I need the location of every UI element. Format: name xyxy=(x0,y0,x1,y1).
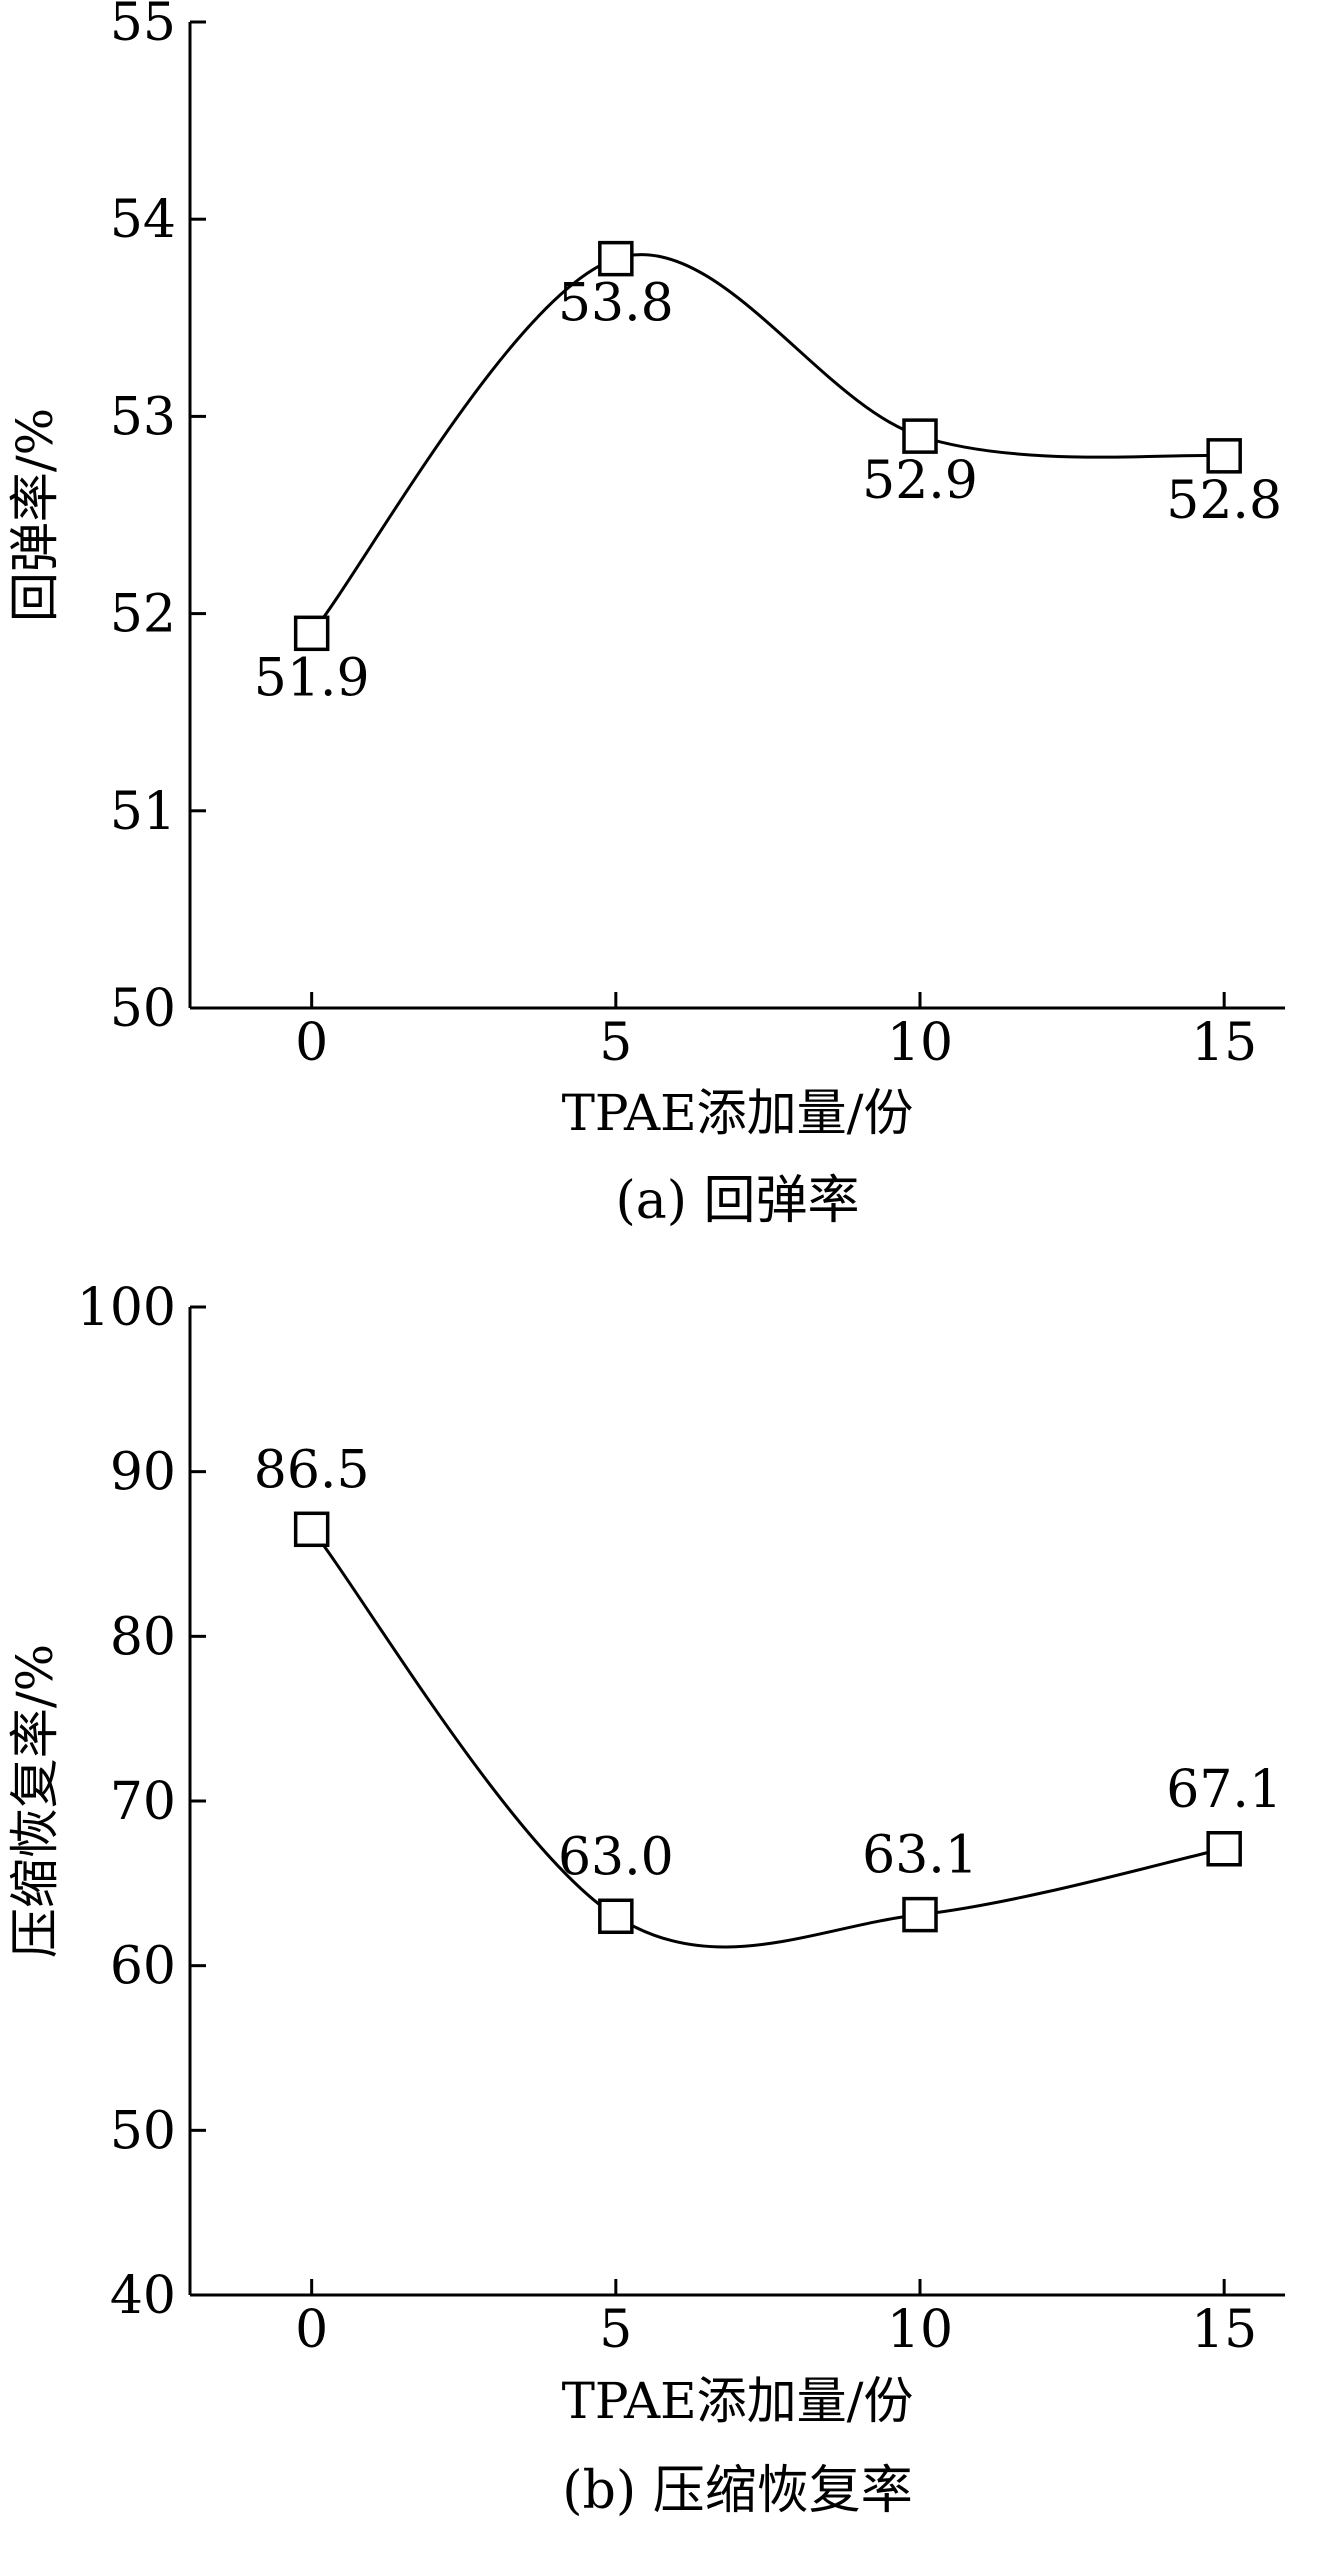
x-tick-label: 10 xyxy=(887,2300,953,2360)
x-axis-title: TPAE添加量/份 xyxy=(562,1084,914,1142)
data-point-marker xyxy=(598,1898,634,1935)
y-tick-label: 40 xyxy=(110,2266,176,2326)
data-point-marker xyxy=(293,615,330,652)
data-point-marker xyxy=(902,1896,938,1933)
x-axis-title: TPAE添加量/份 xyxy=(562,2372,914,2430)
data-label: 86.5 xyxy=(254,1440,370,1500)
data-label: 63.0 xyxy=(558,1827,674,1887)
data-point-marker xyxy=(902,418,938,454)
x-tick-label: 0 xyxy=(295,1013,328,1073)
data-label: 52.9 xyxy=(862,451,978,511)
y-tick-label: 60 xyxy=(110,1937,176,1997)
data-point-marker xyxy=(293,1511,330,1548)
data-point-marker xyxy=(598,240,634,277)
chart-caption: (b) 压缩恢复率 xyxy=(562,2461,912,2521)
chart-a-resilience: 50 51 52 53 54 55 0 5 10 15 TPAE添加量/份 回弹率/% (a) 回弹率 5… xyxy=(6,0,1285,1231)
y-tick-label: 53 xyxy=(110,387,176,447)
data-label: 63.1 xyxy=(862,1826,978,1886)
y-tick-label: 55 xyxy=(110,0,176,53)
data-point-marker xyxy=(1206,1831,1242,1867)
y-tick-label: 51 xyxy=(110,782,176,842)
data-label: 53.8 xyxy=(558,274,674,334)
y-axis-title: 回弹率/% xyxy=(6,408,64,622)
x-tick-label: 5 xyxy=(599,2300,632,2360)
y-tick-label: 70 xyxy=(110,1772,176,1832)
series-line xyxy=(310,1528,1225,1949)
chart-b-compression-recovery: 40 50 60 70 80 90 100 0 5 10 15 TPAE添加量/份 压缩恢复率/% (b)… xyxy=(6,1278,1285,2521)
y-tick-label: 50 xyxy=(110,2101,176,2161)
y-tick-label: 54 xyxy=(110,190,176,250)
y-tick-label: 80 xyxy=(110,1607,176,1667)
series-line xyxy=(310,253,1225,635)
y-axis-title: 压缩恢复率/% xyxy=(6,1644,64,1958)
y-tick-label: 50 xyxy=(110,979,176,1039)
y-tick-label: 52 xyxy=(110,585,176,645)
data-label: 52.8 xyxy=(1166,471,1282,531)
x-tick-label: 15 xyxy=(1191,1013,1257,1073)
x-tick-label: 10 xyxy=(887,1013,953,1073)
x-tick-label: 5 xyxy=(599,1013,632,1073)
x-tick-label: 15 xyxy=(1191,2300,1257,2360)
y-tick-label: 100 xyxy=(77,1278,176,1338)
x-tick-label: 0 xyxy=(295,2300,328,2360)
data-label: 51.9 xyxy=(254,648,370,708)
y-tick-label: 90 xyxy=(110,1443,176,1503)
chart-caption: (a) 回弹率 xyxy=(615,1171,859,1231)
data-point-marker xyxy=(1206,438,1242,474)
data-label: 67.1 xyxy=(1166,1760,1282,1820)
